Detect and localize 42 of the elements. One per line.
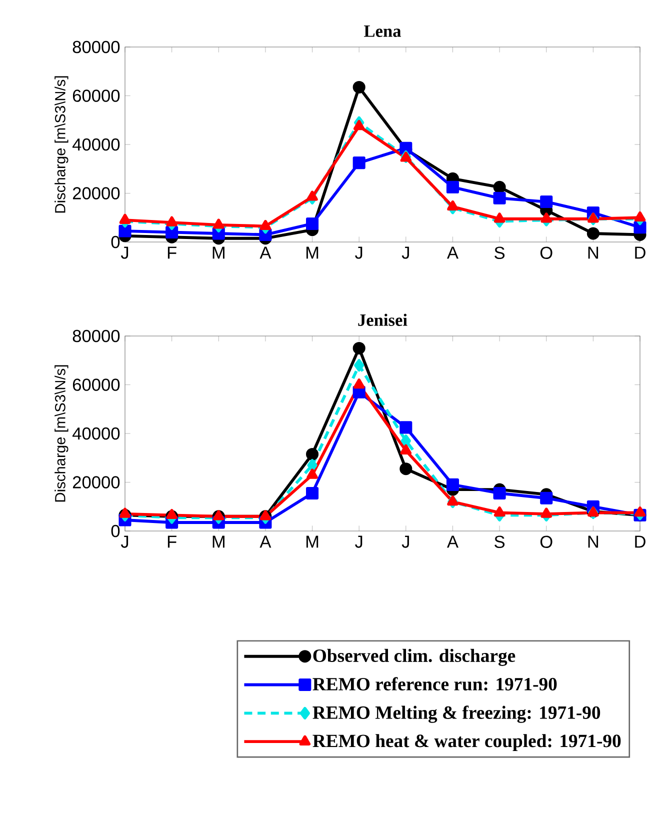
y-axis-title: Discharge [m\S3\N/s]: [54, 365, 68, 502]
chart-title: Lena: [364, 25, 402, 37]
x-tick-label: N: [588, 536, 598, 548]
x-tick-label: J: [355, 536, 362, 548]
y-tick-label: 20000: [72, 476, 120, 488]
y-tick-label: 40000: [72, 427, 120, 440]
y-axis-title: Discharge [m\S3\N/s]: [54, 76, 68, 213]
x-tick-label: A: [260, 536, 272, 548]
legend-label: REMO Melting & freezing: 1971-90: [312, 706, 600, 723]
chart-title: Jenisei: [358, 314, 408, 326]
legend-label: REMO reference run: 1971-90: [312, 677, 557, 691]
x-tick-label: S: [494, 536, 505, 548]
y-tick-label: 40000: [72, 138, 120, 151]
y-tick-label: 80000: [72, 330, 120, 342]
x-tick-label: J: [355, 246, 362, 259]
y-tick-label: 80000: [72, 40, 120, 54]
x-tick-label: S: [494, 246, 505, 259]
y-tick-label: 60000: [72, 90, 120, 102]
x-tick-label: A: [446, 246, 458, 259]
x-tick-label: M: [306, 536, 318, 548]
x-tick-label: J: [120, 536, 128, 548]
x-tick-label: F: [168, 246, 176, 259]
x-tick-label: O: [540, 536, 552, 548]
x-tick-label: N: [588, 246, 598, 259]
x-tick-label: D: [635, 246, 646, 259]
y-tick-label: 0: [111, 524, 120, 538]
y-tick-label: 0: [111, 236, 120, 248]
x-tick-label: M: [306, 246, 318, 259]
x-tick-label: J: [402, 246, 409, 259]
x-tick-label: A: [260, 246, 272, 259]
legend-label: Observed clim. discharge: [313, 648, 516, 666]
x-tick-label: J: [402, 536, 409, 548]
legend-label: REMO heat & water coupled: 1971-90: [312, 734, 621, 752]
x-tick-label: O: [540, 246, 552, 259]
x-tick-label: F: [168, 536, 176, 548]
x-tick-label: M: [212, 536, 224, 548]
x-tick-label: J: [120, 246, 128, 259]
x-tick-label: D: [635, 536, 646, 548]
x-tick-label: A: [446, 536, 458, 548]
y-tick-label: 60000: [72, 378, 120, 391]
y-tick-label: 20000: [72, 187, 120, 200]
x-tick-label: M: [212, 246, 224, 259]
